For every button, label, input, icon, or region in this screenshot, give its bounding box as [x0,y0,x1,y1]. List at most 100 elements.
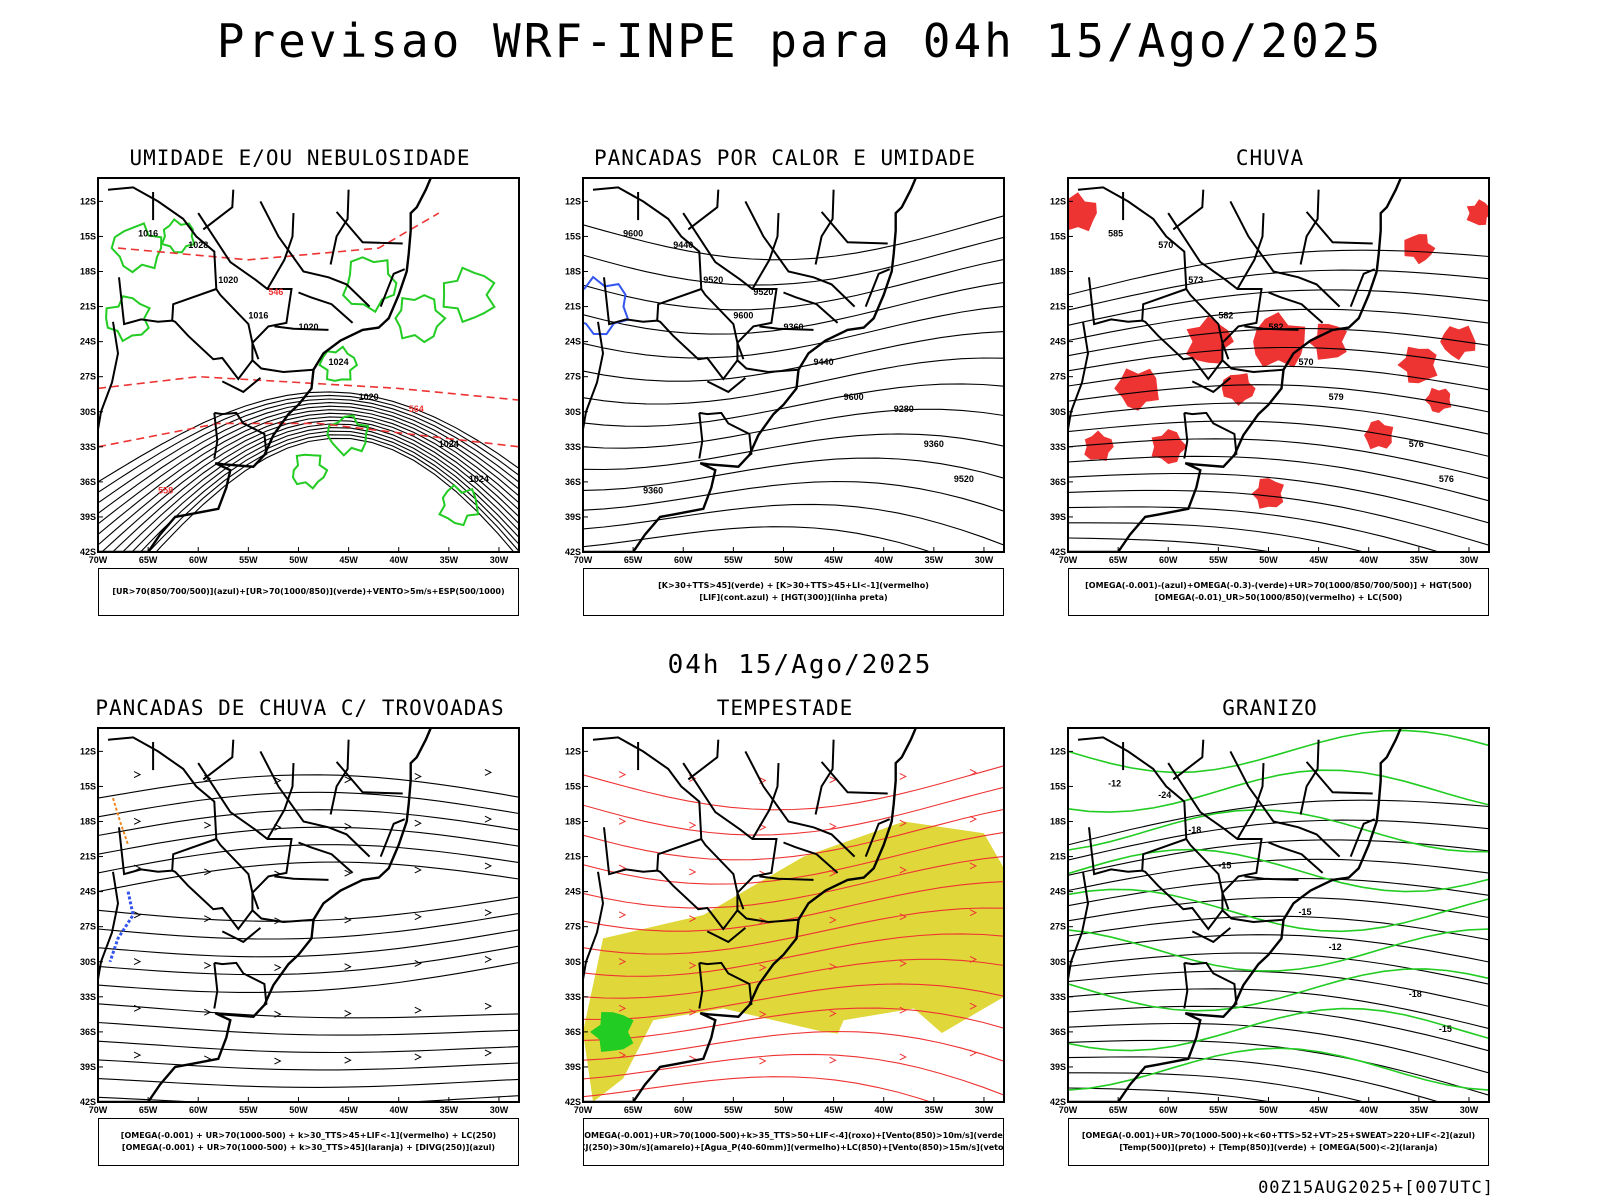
lon-label: 70W [1059,555,1078,565]
rain-area [1466,199,1489,226]
contour-line [98,961,519,993]
border-line [259,750,371,858]
lat-label: 21S [565,302,581,312]
border-line [1268,841,1324,874]
contour-line [1068,472,1489,524]
lat-label: 42S [1050,1097,1066,1107]
border-line [171,838,254,931]
lat-label: 36S [1050,477,1066,487]
contour-line [583,881,1004,932]
main-title: Previsao WRF-INPE para 04h 15/Ago/2025 [216,14,1384,68]
humidity-contour [110,222,163,274]
legend-line: [OMEGA(-0.001) + UR>70(1000-500) + k>30_… [120,1131,497,1140]
border-line [814,189,835,265]
divergence-area [108,891,135,963]
rain-area [1424,387,1452,413]
lon-label: 35W [440,555,459,565]
panel-legend: [OMEGA(-0.001)-(azul)+OMEGA(-0.3)-(verde… [1068,568,1489,616]
contour-label: 9520 [753,287,773,297]
flow-arrow [274,1010,282,1018]
border-line [736,359,799,374]
border-line [1167,762,1263,894]
border-line [98,321,120,436]
flow-arrow [484,862,493,870]
border-line [259,200,371,308]
contour-label: 1016 [248,310,268,320]
border-line [221,377,262,394]
lat-label: 33S [565,442,581,452]
contour-line [98,945,519,976]
contour-label: 564 [409,404,424,414]
legend-line: [OMEGA(-0.001) + UR>70(1000-500) + k>30_… [121,1143,496,1152]
border-line [98,871,120,986]
temp850-contour [1068,888,1489,933]
lat-label: 12S [80,746,96,756]
legend-line: [OMEGA(-0.001)+UR>70(1000-500)+k<60+TTS>… [1081,1131,1476,1140]
contour-label: 570 [1158,240,1173,250]
border-line [783,291,839,324]
contour-label: -24 [1158,790,1171,800]
lon-label: 40W [874,1105,893,1115]
lon-label: 35W [1410,1105,1429,1115]
lon-label: 70W [89,555,108,565]
contour-line [1068,799,1489,846]
contour-label: 546 [268,287,283,297]
lat-label: 21S [565,852,581,862]
lon-label: 35W [440,1105,459,1115]
lat-label: 24S [80,337,96,347]
contour-line [583,1030,1004,1062]
lat-label: 15S [80,231,96,241]
contour-line [583,831,1004,885]
contour-label: -12 [1329,942,1342,952]
flow-arrow [133,958,142,966]
border-line [214,961,268,1006]
lat-label: 36S [565,1027,581,1037]
border-line [213,962,219,1009]
contour-line [1068,970,1489,1007]
flow-arrow [829,823,837,830]
border-line [329,189,350,265]
contour-line [583,281,1004,335]
humidity-contour [105,295,151,343]
flow-arrow [344,823,352,830]
lon-label: 40W [1359,1105,1378,1115]
contour-label: 9600 [733,310,753,320]
legend-line: [OMEGA(-0.01)_UR>50(1000/850)(vermelho) … [1154,593,1403,602]
lon-label: 55W [239,555,258,565]
border-line [1068,321,1090,436]
legend-line: [K>30+TTS>45](verde) + [K>30+TTS>45+LI<-… [658,581,929,590]
border-line [1068,871,1090,986]
lat-label: 24S [80,887,96,897]
panel-title: UMIDADE E/OU NEBULOSIDADE [129,146,471,170]
lat-label: 33S [1050,992,1066,1002]
lon-label: 55W [239,1105,258,1115]
flow-arrow [344,1010,352,1017]
contour-line [1068,537,1275,552]
contour-label: 573 [1188,275,1203,285]
lat-label: 42S [565,1097,581,1107]
panel-title: PANCADAS DE CHUVA C/ TROVOADAS [95,696,505,720]
contour-line [121,423,519,552]
border-line [1141,838,1224,931]
humidity-contour [291,453,329,490]
contour-line [1068,1056,1441,1102]
lon-label: 35W [925,1105,944,1115]
border-line [820,211,888,245]
contour-line [1068,455,1489,502]
contour-line [583,457,1004,491]
flow-arrow [618,911,627,919]
panel-tempestade: TEMPESTADE 12S 15S 18S 21S 24S 27S 30S 33S 36S 39… [565,696,1005,1176]
temp850-contour [1068,848,1489,893]
flow-arrow [414,1006,422,1014]
flow-arrow [689,821,697,829]
lat-label: 39S [565,512,581,522]
flow-arrow [829,1056,837,1064]
contour-label: 585 [1108,228,1123,238]
flow-arrow [969,1049,978,1057]
contour-line [1068,438,1489,480]
border-line [1183,962,1189,1009]
rain-area [1251,478,1284,509]
lon-label: 30W [490,555,509,565]
panel-trovoadas: PANCADAS DE CHUVA C/ TROVOADAS 12S 15S 18S… [80,696,520,1176]
